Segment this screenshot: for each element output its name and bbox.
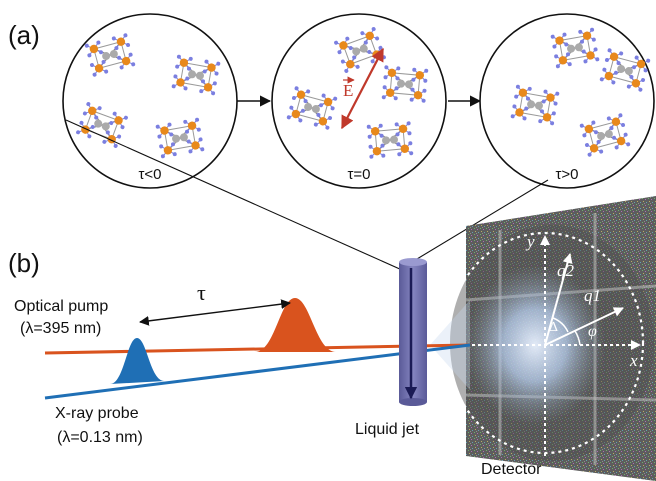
delay-arrow — [139, 299, 291, 326]
molecule — [84, 33, 136, 77]
pump-wavelength: (λ=395 nm) — [20, 320, 101, 337]
probe-pulse — [110, 338, 165, 384]
q2-label: q2 — [557, 261, 575, 280]
delta-label: Δ — [549, 320, 558, 335]
q1-label: q1 — [584, 286, 601, 305]
molecule — [171, 54, 221, 96]
molecule — [381, 65, 429, 103]
snapshot-circle-after — [479, 13, 655, 189]
panel-b-label: (b) — [8, 248, 40, 278]
molecule — [550, 27, 600, 69]
probe-wavelength: (λ=0.13 nm) — [57, 429, 143, 446]
caption-zero: τ=0 — [347, 166, 370, 183]
liquid-jet — [399, 258, 427, 406]
detector-label: Detector — [481, 461, 542, 478]
panel-a-label: (a) — [8, 20, 40, 50]
phi-label: φ — [588, 323, 597, 340]
zoom-line-left — [65, 119, 403, 271]
pump-label: Optical pump — [14, 298, 108, 315]
molecule — [579, 113, 631, 157]
molecule — [286, 86, 338, 130]
delay-label: τ — [197, 280, 206, 305]
field-label: E — [343, 81, 353, 100]
molecule — [155, 117, 205, 159]
field-arrow — [341, 47, 384, 130]
molecule — [599, 48, 651, 92]
molecule — [510, 84, 560, 126]
snapshot-circle-before — [62, 13, 238, 189]
pump-pulse — [255, 298, 336, 352]
caption-before: τ<0 — [138, 166, 161, 183]
detector — [445, 196, 656, 481]
caption-after: τ>0 — [555, 166, 578, 183]
jet-label: Liquid jet — [355, 421, 420, 438]
axis-x-label: x — [629, 351, 638, 370]
zoom-line-right — [411, 179, 549, 263]
probe-label: X-ray probe — [55, 405, 139, 422]
axis-y-label: y — [525, 232, 535, 251]
